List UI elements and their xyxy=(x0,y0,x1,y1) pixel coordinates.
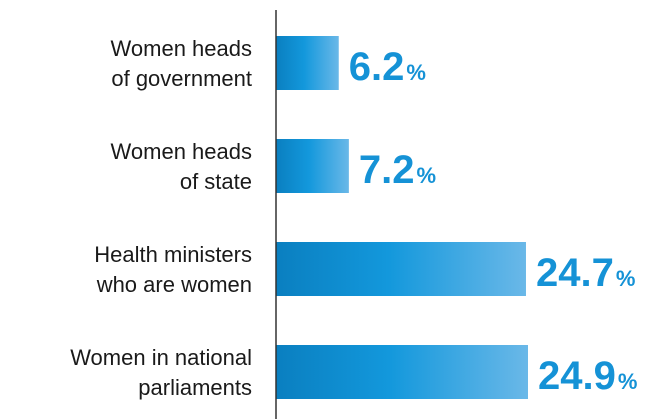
bar xyxy=(276,139,349,193)
bar xyxy=(276,36,339,90)
category-label: Health ministers who are women xyxy=(94,242,252,297)
category-label: Women heads of government xyxy=(111,36,252,91)
bar xyxy=(276,345,528,399)
category-labels: Women heads of government Women heads of st… xyxy=(70,36,252,400)
value-labels: 6.2% 7.2% 24.7% 24.9% xyxy=(349,45,638,398)
value-label: 24.9% xyxy=(538,354,637,398)
category-label: Women in national parliaments xyxy=(70,345,252,400)
value-label: 7.2% xyxy=(359,148,436,192)
value-label: 6.2% xyxy=(349,45,426,89)
category-label: Women heads of state xyxy=(111,139,252,194)
bar xyxy=(276,242,526,296)
bars xyxy=(276,36,528,399)
value-label: 24.7% xyxy=(536,251,635,295)
